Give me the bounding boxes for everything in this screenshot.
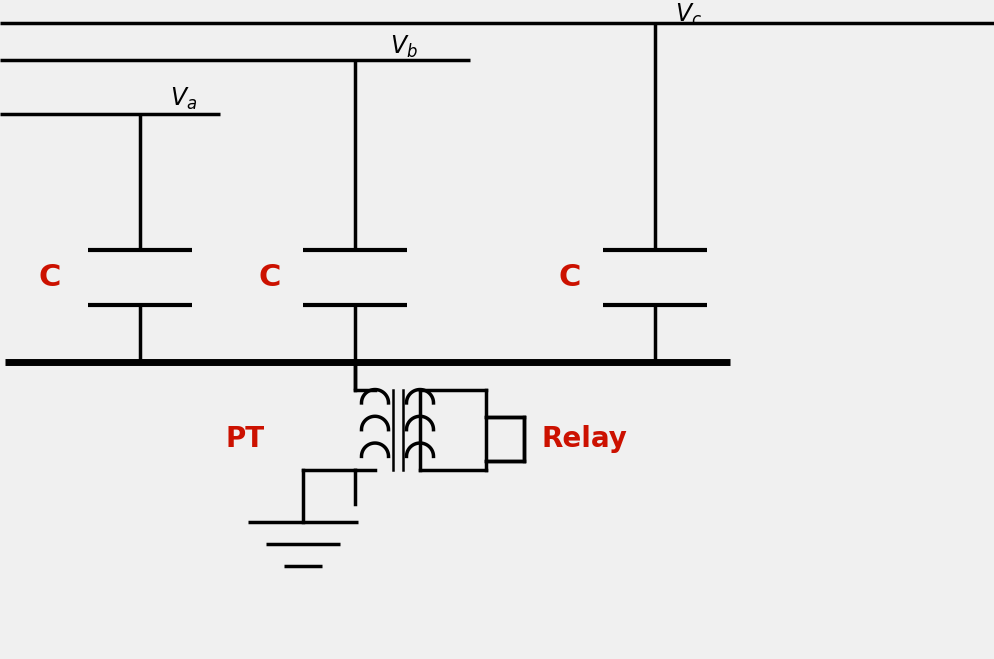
Text: Relay: Relay (542, 425, 627, 453)
Text: $V_b$: $V_b$ (390, 34, 417, 60)
Text: C: C (258, 263, 281, 292)
Bar (485, 417, 524, 461)
Text: PT: PT (226, 425, 264, 453)
Text: $V_c$: $V_c$ (674, 2, 702, 28)
Text: $V_a$: $V_a$ (170, 86, 197, 113)
Text: C: C (39, 263, 61, 292)
Text: C: C (559, 263, 580, 292)
